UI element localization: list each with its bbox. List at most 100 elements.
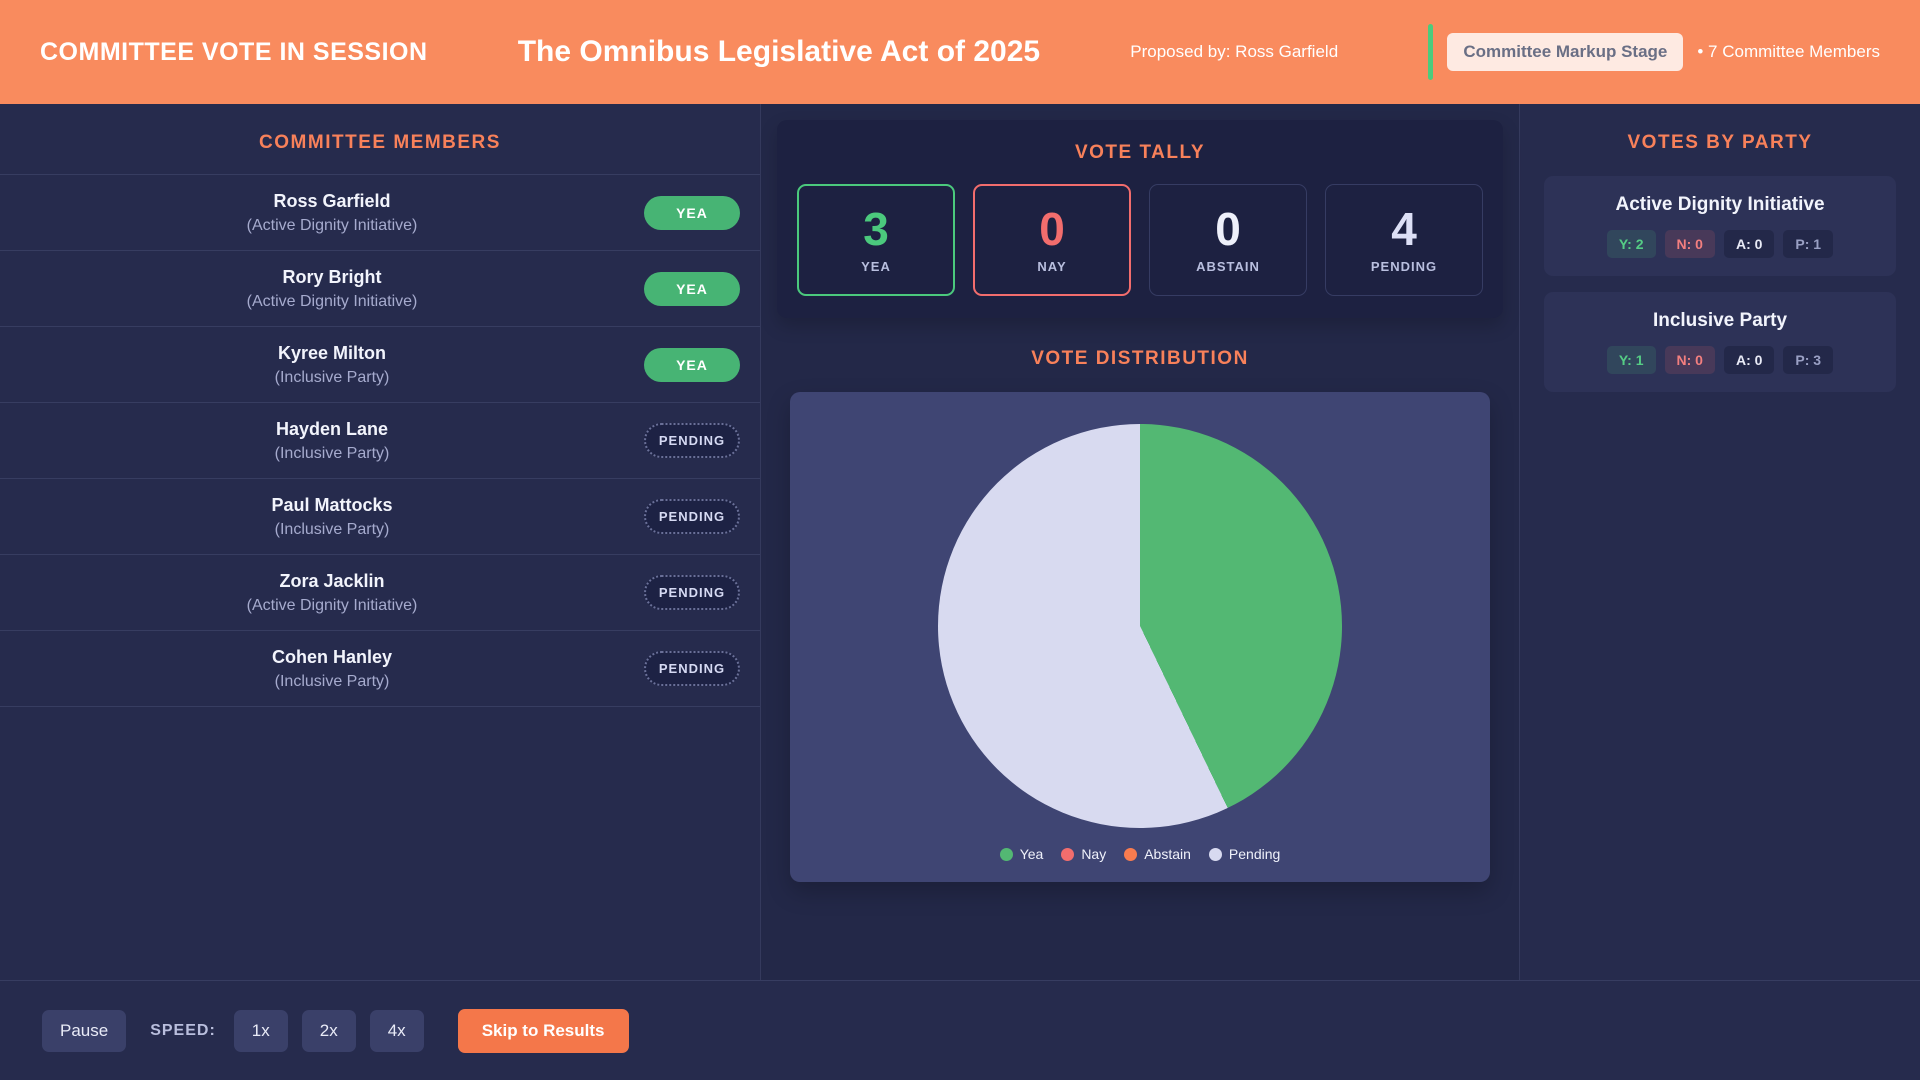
playback-controls: Pause SPEED: 1x 2x 4x Skip to Results [0,980,1920,1080]
party-name: Inclusive Party [1652,310,1788,331]
member-row: Ross Garfield (Active Dignity Initiative… [0,174,760,250]
committee-members-panel: COMMITTEE MEMBERS Ross Garfield (Active … [0,104,760,980]
member-info: Zora Jacklin (Active Dignity Initiative) [20,571,644,615]
member-name: Ross Garfield [273,190,391,211]
tally-label-nay: NAY [1037,259,1067,274]
legend-dot-pending-icon [1208,847,1222,861]
members-panel-title: COMMITTEE MEMBERS [259,132,501,153]
party-yea-badge: Y: 1 [1606,346,1656,374]
legend-label-nay: Nay [1081,846,1107,862]
legend-item-yea: Yea [999,846,1044,862]
vote-distribution-title: VOTE DISTRIBUTION [1031,348,1249,369]
vote-status-pill: YEA [644,271,740,306]
member-party: (Inclusive Party) [274,672,390,690]
main-content: COMMITTEE MEMBERS Ross Garfield (Active … [0,104,1920,980]
vote-center-panel: VOTE TALLY 3 YEA 0 NAY 0 ABSTAIN [760,104,1520,980]
votes-by-party-panel: VOTES BY PARTY Active Dignity Initiative… [1520,104,1920,980]
party-badges: Y: 1 N: 0 A: 0 P: 3 [1558,346,1882,374]
party-card: Inclusive Party Y: 1 N: 0 A: 0 P: 3 [1544,292,1896,392]
header-meta: Committee Markup Stage • 7 Committee Mem… [1428,24,1880,80]
legend-item-abstain: Abstain [1124,846,1191,862]
legend-label-pending: Pending [1228,846,1281,862]
vote-status-pill: PENDING [644,499,740,534]
speed-1x-button[interactable]: 1x [233,1009,288,1052]
proposed-by-label: Proposed by: Ross Garfield [1130,42,1339,61]
member-name: Kyree Milton [277,342,387,363]
stage-badge: Committee Markup Stage [1447,33,1684,71]
party-panel-title: VOTES BY PARTY [1627,132,1813,153]
legend-dot-abstain-icon [1124,847,1138,861]
tally-box-nay: 0 NAY [973,184,1131,296]
pause-button[interactable]: Pause [42,1009,127,1052]
party-name: Active Dignity Initiative [1615,194,1825,215]
member-party: (Active Dignity Initiative) [246,292,418,310]
vote-status-pill: PENDING [644,423,740,458]
session-status-label: COMMITTEE VOTE IN SESSION [40,37,428,66]
party-pending-badge: P: 3 [1783,346,1834,374]
members-count-label: • 7 Committee Members [1697,42,1880,61]
vote-status-pill: YEA [644,195,740,230]
party-card: Active Dignity Initiative Y: 2 N: 0 A: 0… [1544,176,1896,276]
tally-value-yea: 3 [863,203,889,255]
tally-value-abstain: 0 [1215,203,1241,255]
legend-item-nay: Nay [1061,846,1106,862]
member-info: Ross Garfield (Active Dignity Initiative… [20,191,644,235]
member-party: (Inclusive Party) [274,444,390,462]
legend-dot-nay-icon [1061,847,1075,861]
member-row: Hayden Lane (Inclusive Party) PENDING [0,402,760,478]
tally-grid: 3 YEA 0 NAY 0 ABSTAIN 4 PENDING [797,184,1483,296]
member-party: (Active Dignity Initiative) [246,216,418,234]
party-badges: Y: 2 N: 0 A: 0 P: 1 [1558,230,1882,258]
member-info: Rory Bright (Active Dignity Initiative) [20,267,644,311]
member-name: Hayden Lane [275,418,389,439]
member-name: Cohen Hanley [271,646,393,667]
pie-legend: Yea Nay Abstain Pending [999,846,1281,862]
tally-box-yea: 3 YEA [797,184,955,296]
tally-label-yea: YEA [861,259,891,274]
member-row: Zora Jacklin (Active Dignity Initiative)… [0,554,760,630]
legend-label-yea: Yea [1019,846,1044,862]
speed-4x-button[interactable]: 4x [369,1009,424,1052]
tally-box-abstain: 0 ABSTAIN [1149,184,1307,296]
member-name: Rory Bright [282,266,382,287]
vote-tally-card: VOTE TALLY 3 YEA 0 NAY 0 ABSTAIN [777,120,1503,318]
member-row: Cohen Hanley (Inclusive Party) PENDING [0,630,760,706]
speed-label: SPEED: [150,1021,216,1039]
member-row: Paul Mattocks (Inclusive Party) PENDING [0,478,760,554]
vote-status-pill: PENDING [644,575,740,610]
vote-distribution-card: Yea Nay Abstain Pending [790,392,1490,882]
legend-dot-yea-icon [999,847,1013,861]
skip-to-results-button[interactable]: Skip to Results [457,1008,629,1053]
tally-label-pending: PENDING [1370,259,1438,274]
legend-item-pending: Pending [1208,846,1281,862]
legend-label-abstain: Abstain [1144,846,1191,862]
member-name: Zora Jacklin [279,570,385,591]
tally-value-pending: 4 [1391,203,1417,255]
party-yea-badge: Y: 2 [1606,230,1656,258]
member-list: Ross Garfield (Active Dignity Initiative… [0,174,760,707]
member-party: (Active Dignity Initiative) [246,596,418,614]
party-pending-badge: P: 1 [1783,230,1834,258]
member-info: Hayden Lane (Inclusive Party) [20,419,644,463]
vote-status-pill: YEA [644,347,740,382]
party-abstain-badge: A: 0 [1723,346,1775,374]
stage-accent-bar [1428,24,1434,80]
speed-2x-button[interactable]: 2x [301,1009,356,1052]
member-party: (Inclusive Party) [274,520,390,538]
tally-label-abstain: ABSTAIN [1196,259,1260,274]
party-nay-badge: N: 0 [1664,346,1715,374]
bill-title: The Omnibus Legislative Act of 2025 [517,35,1041,68]
member-name: Paul Mattocks [271,494,393,515]
tally-value-nay: 0 [1039,203,1065,255]
member-row: Kyree Milton (Inclusive Party) YEA [0,326,760,402]
vote-status-pill: PENDING [644,651,740,686]
pie-chart [938,424,1342,828]
member-info: Paul Mattocks (Inclusive Party) [20,495,644,539]
tally-box-pending: 4 PENDING [1325,184,1483,296]
party-abstain-badge: A: 0 [1723,230,1775,258]
vote-tally-title: VOTE TALLY [1074,142,1206,163]
member-info: Kyree Milton (Inclusive Party) [20,343,644,387]
member-row: Rory Bright (Active Dignity Initiative) … [0,250,760,326]
member-party: (Inclusive Party) [274,368,390,386]
